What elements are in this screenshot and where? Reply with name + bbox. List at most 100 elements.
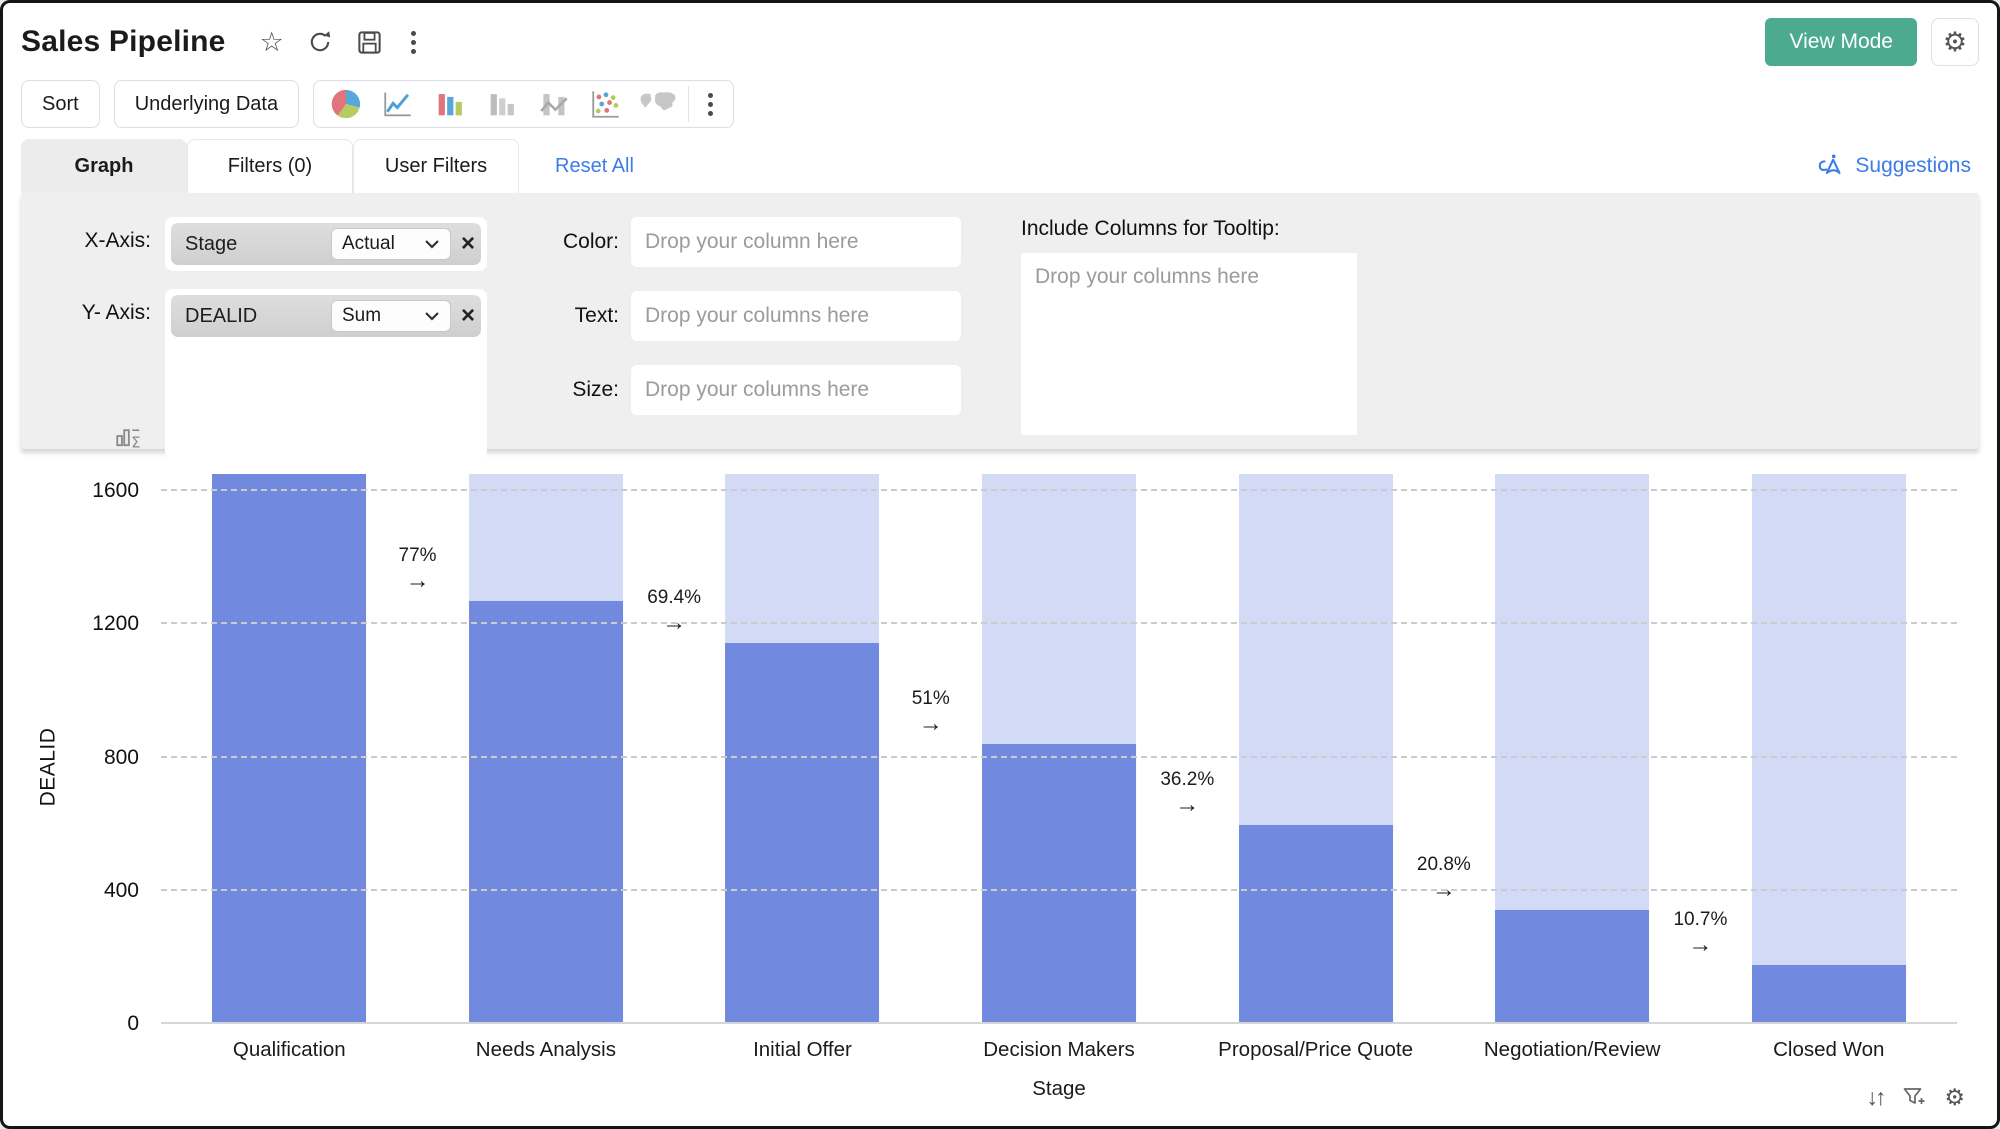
save-icon[interactable] [356,29,383,56]
bar-slot [1700,471,1957,1024]
conversion-marker: 77% → [399,545,437,593]
bar-slot [1444,471,1701,1024]
y-tick-label: 0 [127,1012,139,1035]
stage-achieved-bar[interactable] [1495,909,1650,1024]
x-axis-field-pill[interactable]: Stage Actual × [171,223,481,265]
add-filter-funnel-icon[interactable] [1901,1085,1926,1109]
underlying-data-button[interactable]: Underlying Data [113,80,300,128]
combo-chart-icon[interactable] [528,82,580,126]
conversion-percent-label: 69.4% [647,586,702,608]
bar-chart-gray-icon[interactable] [476,82,528,126]
tab-user-filters[interactable]: User Filters [353,139,519,193]
bar-slot [674,471,931,1024]
y-tick-label: 800 [103,745,139,769]
gear-icon: ⚙ [1942,26,1968,57]
tooltip-dropzone[interactable]: Drop your columns here [1021,253,1357,435]
reset-all-link[interactable]: Reset All [555,154,634,177]
y-aggregation-value: Sum [341,305,382,326]
bar-slots [161,471,1957,1024]
conversion-percent-label: 77% [398,544,437,566]
conversion-marker: 10.7% → [1673,909,1727,957]
stage-achieved-bar[interactable] [468,600,623,1024]
axis-column: X-Axis: Stage Actual × Y- Axis: [51,217,531,459]
category-label: Decision Makers [983,1038,1135,1061]
x-axis-label: X-Axis: [84,229,151,252]
sort-arrows-icon[interactable]: ↓↑ [1866,1083,1886,1110]
category-label: Negotiation/Review [1483,1038,1661,1061]
y-axis-ticks: 0 400 800 1200 1600 [21,471,147,1035]
stage-achieved-bar[interactable] [1238,825,1393,1024]
x-axis-category-labels: Qualification Needs Analysis Initial Offer… [161,1038,1957,1062]
zia-icon [1817,153,1847,179]
text-dropzone[interactable]: Drop your columns here [631,291,961,341]
suggestions-label: Suggestions [1855,154,1971,177]
tooltip-columns-label: Include Columns for Tooltip: [1021,217,1280,240]
aggregate-summary-icon: Σ [115,421,531,451]
conversion-marker: 20.8% → [1417,854,1471,902]
chart-corner-tools: ↓↑ ⚙ [1866,1085,1965,1109]
conversion-marker: 69.4% → [647,587,701,635]
right-arrow-icon: → [918,709,943,737]
category-label: Qualification [232,1038,346,1061]
tab-filters[interactable]: Filters (0) [187,139,353,193]
bar-slot [418,471,675,1024]
tooltip-column: Include Columns for Tooltip: Drop your c… [1021,217,1381,449]
stage-achieved-bar[interactable] [212,474,367,1024]
gridline-400 [161,888,1957,891]
sort-button[interactable]: Sort [21,80,100,128]
bar-slot [1187,471,1444,1024]
view-mode-button[interactable]: View Mode [1765,18,1917,66]
header-more-kebab-icon[interactable] [405,29,422,56]
scatter-plot-icon[interactable] [580,82,632,126]
plot-area: 77% → 69.4% → 51% → 36.2% → 20.8% → 10.7% → [161,471,1957,1024]
conversion-percent-label: 51% [911,687,950,709]
y-axis-remove-icon[interactable]: × [460,302,475,329]
category-label: Proposal/Price Quote [1218,1038,1414,1061]
y-tick-label: 1200 [92,612,139,636]
chevron-down-icon [425,240,439,249]
refresh-icon[interactable] [306,28,334,56]
y-axis-field-pill[interactable]: DEALID Sum × [171,295,481,337]
toolbar-divider [688,86,690,122]
map-chart-icon[interactable] [632,82,684,126]
x-axis-title: Stage [1032,1077,1086,1100]
toolbar: Sort Underlying Data [21,79,1979,129]
chart-type-switcher [313,80,735,128]
category-label: Closed Won [1773,1038,1885,1061]
x-axis-remove-icon[interactable]: × [460,230,475,257]
chart-settings-gear-icon[interactable]: ⚙ [1944,1083,1965,1110]
chart-more-kebab-icon[interactable] [693,82,727,126]
color-dropzone[interactable]: Drop your column here [631,217,961,267]
gridline-0 [161,1022,1957,1024]
y-aggregation-select[interactable]: Sum [330,300,451,332]
category-label: Initial Offer [753,1038,852,1061]
right-arrow-icon: → [405,566,430,594]
x-axis-fieldbox: Stage Actual × [165,217,487,271]
zia-suggestions-link[interactable]: Suggestions [1817,153,1971,179]
right-arrow-icon: → [662,608,687,636]
pie-chart-icon[interactable] [320,82,372,126]
conversion-percent-label: 36.2% [1160,769,1215,791]
encoding-column: Color: Drop your column here Text: Drop … [537,217,1007,449]
svg-text:Σ: Σ [131,434,140,451]
bar-chart-colored-icon[interactable] [424,82,476,126]
x-aggregation-select[interactable]: Actual [330,228,451,260]
size-dropzone[interactable]: Drop your columns here [631,365,961,415]
y-tick-label: 400 [103,878,139,902]
settings-gear-button[interactable]: ⚙ [1931,18,1979,66]
star-icon[interactable]: ☆ [259,26,284,57]
tab-graph[interactable]: Graph [21,139,187,193]
bar-slot [161,471,418,1024]
category-label: Needs Analysis [475,1038,616,1061]
conversion-marker: 36.2% → [1160,769,1214,817]
header-icon-group: ☆ [260,28,422,56]
stage-total-bar[interactable] [1751,474,1906,1024]
stage-achieved-bar[interactable] [982,743,1136,1024]
gridline-800 [161,755,1957,758]
chart-area: DEALID 0 400 800 1200 1600 77% → 69.4% → 51% → 36.… [21,455,1979,1111]
line-chart-icon[interactable] [372,82,424,126]
tab-bar: Graph Filters (0) User Filters Reset All… [21,139,1979,193]
stage-achieved-bar[interactable] [1751,965,1906,1024]
stage-achieved-bar[interactable] [725,642,880,1024]
conversion-marker: 51% → [912,688,950,736]
